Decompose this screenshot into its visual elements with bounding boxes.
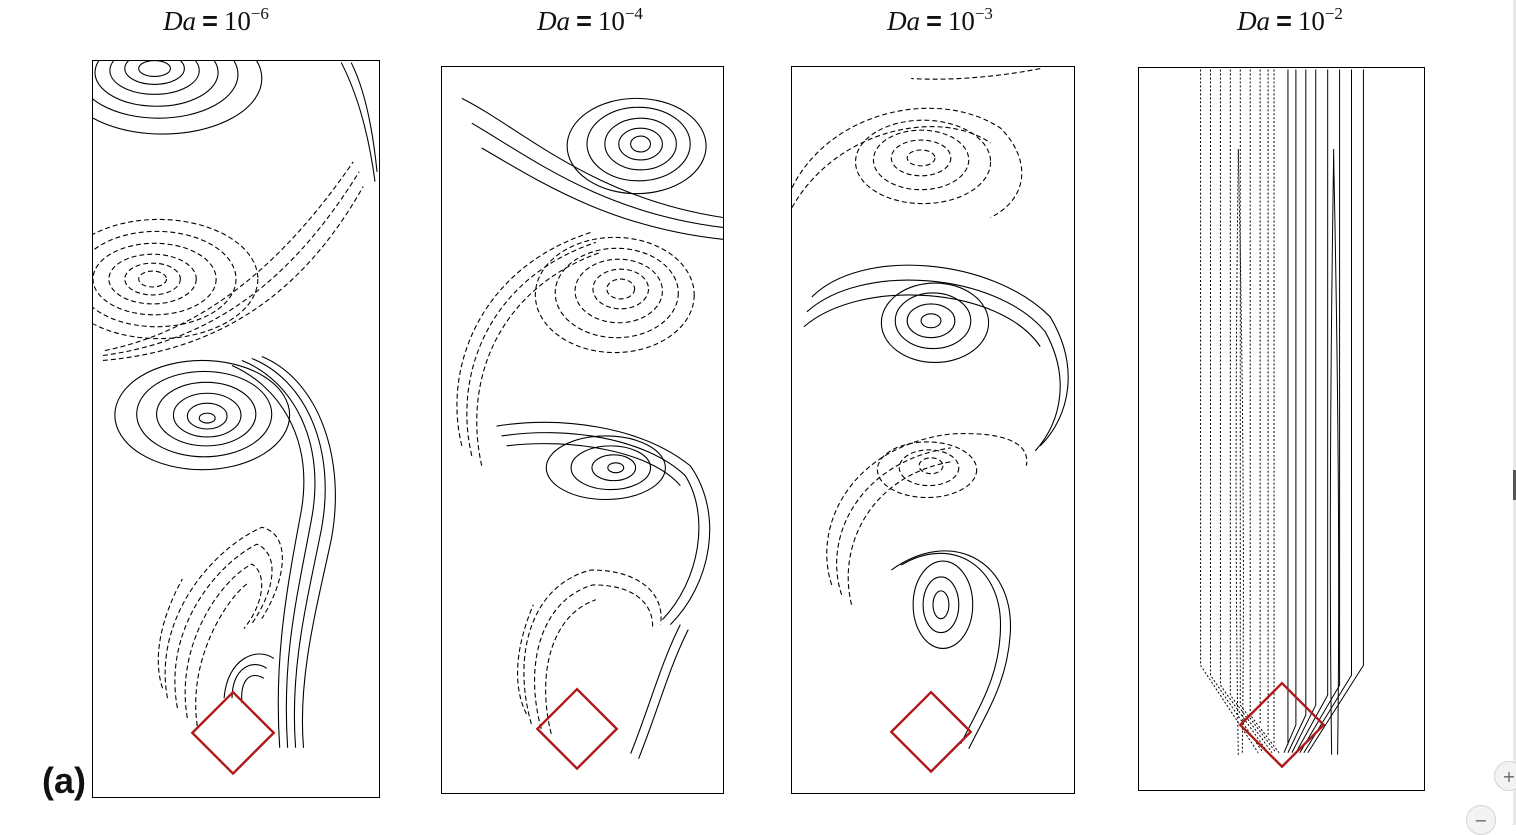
wake-right-solid bbox=[1283, 69, 1364, 755]
panel-4-var: Da bbox=[1237, 6, 1271, 36]
vortex-lower-dashed bbox=[826, 433, 1028, 605]
obstacle-square bbox=[535, 687, 619, 771]
contour-panel-2 bbox=[441, 66, 724, 794]
vortex-upper-dashed bbox=[456, 231, 695, 466]
contour-panel-3 bbox=[791, 66, 1075, 794]
vortex-middle-solid bbox=[803, 264, 1069, 452]
obstacle-square bbox=[889, 690, 973, 774]
panel-1-title: Da = 10−6 bbox=[66, 4, 366, 37]
zoom-out-button[interactable]: − bbox=[1466, 805, 1496, 835]
panel-4-eq: = bbox=[1276, 6, 1292, 36]
vortex-bottom-solid bbox=[890, 550, 1012, 749]
obstacle-square bbox=[1238, 681, 1326, 769]
panel-3-exp: −3 bbox=[974, 4, 993, 23]
figure-label: (a) bbox=[42, 760, 86, 801]
panel-3-title: Da = 10−3 bbox=[790, 4, 1090, 37]
panel-2-title: Da = 10−4 bbox=[440, 4, 740, 37]
wake-left-dotted bbox=[1200, 69, 1280, 755]
contour-plot-1 bbox=[93, 61, 378, 776]
panel-3-var: Da bbox=[887, 6, 921, 36]
lower-wake-dashed bbox=[157, 526, 283, 727]
obstacle-square bbox=[190, 690, 276, 776]
contour-panel-1 bbox=[92, 60, 380, 798]
vortex-middle-solid bbox=[496, 421, 711, 626]
vortex-upper-dashed bbox=[93, 161, 364, 362]
lower-wake-dashed bbox=[517, 569, 662, 734]
panel-2-eq: = bbox=[576, 6, 592, 36]
panel-4-exp: −2 bbox=[1324, 4, 1343, 23]
lower-wake-solid bbox=[630, 624, 689, 759]
vortex-top-right-solid bbox=[461, 97, 723, 240]
lower-wake-solid bbox=[223, 653, 275, 704]
panel-4-base: 10 bbox=[1297, 6, 1325, 36]
vortex-top-left-solid bbox=[93, 61, 378, 182]
contour-panel-4 bbox=[1138, 67, 1425, 791]
panel-2-var: Da bbox=[537, 6, 571, 36]
panel-4-title: Da = 10−2 bbox=[1140, 4, 1440, 37]
panel-2-exp: −4 bbox=[624, 4, 643, 23]
panel-1-eq: = bbox=[202, 6, 218, 36]
vortex-top-dashed bbox=[792, 68, 1041, 218]
contour-plot-3 bbox=[792, 68, 1069, 774]
page-edge bbox=[1513, 0, 1516, 825]
panel-3-base: 10 bbox=[947, 6, 975, 36]
contour-plot-4 bbox=[1200, 69, 1364, 769]
vortex-middle-solid bbox=[114, 356, 336, 748]
panel-1-base: 10 bbox=[223, 6, 251, 36]
panel-3-eq: = bbox=[926, 6, 942, 36]
zoom-in-button[interactable]: + bbox=[1494, 761, 1516, 791]
panel-2-base: 10 bbox=[597, 6, 625, 36]
panel-1-exp: −6 bbox=[250, 4, 269, 23]
scroll-indicator[interactable] bbox=[1513, 470, 1516, 500]
panel-1-var: Da bbox=[163, 6, 197, 36]
contour-plot-2 bbox=[456, 97, 723, 771]
